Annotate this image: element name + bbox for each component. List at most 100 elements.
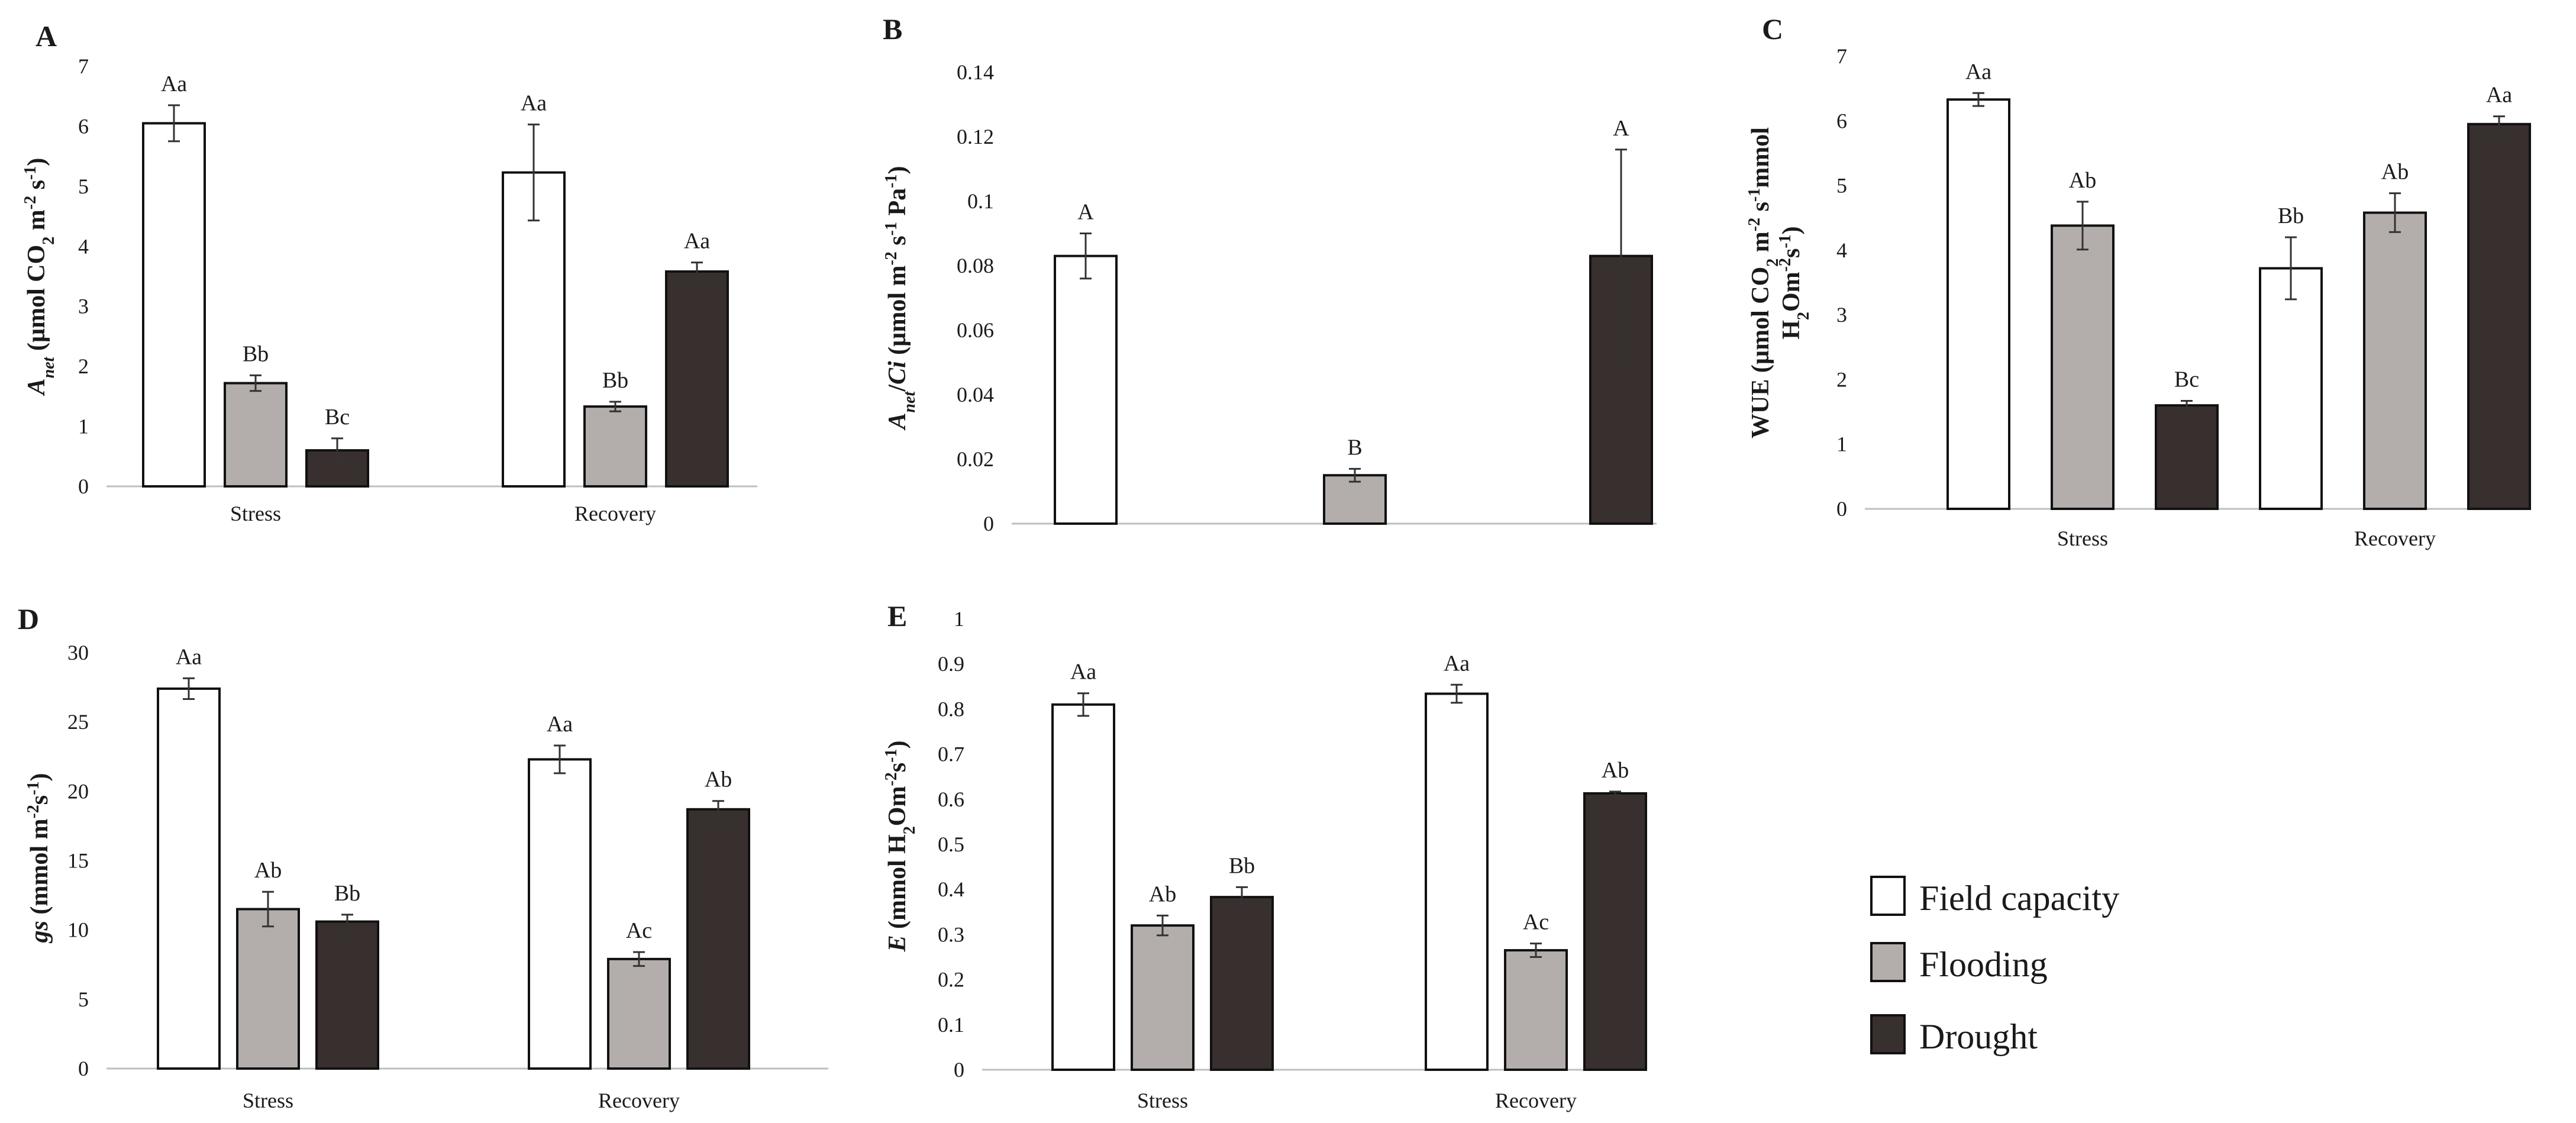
y-tick-label: 0.4 (938, 877, 964, 901)
y-tick-label: 0.7 (938, 743, 964, 766)
y-tick-label: 0.14 (957, 60, 994, 84)
significance-label: Aa (2486, 83, 2512, 108)
panel-letter: C (1762, 12, 1783, 46)
bar-field-capacity (2259, 267, 2323, 510)
ylabel-run: A (23, 378, 50, 396)
bar-field-capacity (1425, 692, 1489, 1071)
ylabel-run: Pa (884, 188, 911, 222)
y-tick-label: 2 (1836, 367, 1847, 391)
category-label: Stress (243, 1089, 293, 1112)
y-tick-label: 0 (1836, 497, 1847, 521)
ylabel-run: 2 (1764, 259, 1782, 267)
ylabel-run: ) (884, 741, 911, 749)
ylabel-run: mmol (1747, 127, 1774, 188)
y-axis-label: Anet (µmol CO2 m-2 s-1) (21, 158, 58, 397)
ylabel-run: net (900, 391, 919, 412)
ylabel-run: -1 (882, 175, 900, 188)
ylabel-run: s (1747, 202, 1774, 218)
y-tick-label: 0 (78, 475, 89, 498)
bar-drought (1210, 896, 1274, 1072)
ylabel-run: -2 (1776, 258, 1794, 272)
ylabel-run: ) (23, 158, 50, 166)
ylabel-run: s (884, 235, 911, 251)
y-axis-label: E (mmol H2Om-2s-1) (882, 741, 919, 953)
significance-label: Aa (161, 72, 187, 96)
ylabel-run: E (884, 935, 911, 952)
bar-flooding (224, 382, 288, 488)
ylabel-run: -1 (882, 222, 900, 235)
y-tick-label: 5 (78, 988, 89, 1011)
ylabel-run: (µmol m (884, 265, 911, 361)
y-tick-label: 6 (78, 114, 89, 138)
panel-letter: A (35, 20, 57, 53)
ylabel-run: gs (26, 921, 53, 943)
y-tick-label: 0.6 (938, 788, 964, 811)
ylabel-run: -2 (882, 772, 900, 786)
significance-label: Ab (2381, 160, 2409, 185)
significance-label: Aa (521, 91, 547, 115)
bar-flooding (1131, 924, 1195, 1072)
significance-label: Bb (2278, 204, 2304, 228)
ylabel-run: 2 (40, 237, 58, 245)
ylabel-run: (mmol m (26, 819, 53, 921)
ylabel-run: s (884, 763, 911, 772)
significance-label: Aa (684, 229, 710, 254)
y-tick-label: 0.3 (938, 922, 964, 946)
ylabel-run: -1 (24, 782, 43, 795)
significance-label: Aa (1070, 660, 1096, 685)
significance-label: Ab (705, 767, 732, 792)
ylabel-run: -2 (882, 251, 900, 265)
ylabel-run: -2 (1745, 218, 1764, 231)
ylabel-run: (mmol H (884, 834, 911, 935)
y-tick-label: 0 (954, 1058, 964, 1082)
y-tick-label: 0.04 (957, 383, 994, 406)
significance-label: Aa (547, 712, 573, 737)
y-tick-label: 4 (1836, 238, 1847, 262)
significance-label: Ab (254, 858, 282, 883)
panel-letter: E (887, 599, 907, 633)
significance-label: A (1613, 116, 1629, 141)
ylabel-run: -1 (882, 749, 900, 763)
ylabel-run: Ci (884, 361, 911, 385)
ylabel-run: (µmol CO (23, 245, 50, 357)
y-tick-label: 0.8 (938, 697, 964, 721)
ylabel-run: s (26, 795, 53, 805)
ylabel-run: s (23, 180, 50, 196)
legend: Field capacity Flooding Drought (1870, 876, 2119, 1056)
significance-label: Aa (176, 644, 202, 669)
ylabel-run: WUE (µmol CO (1747, 267, 1774, 438)
y-tick-label: 0.1 (967, 189, 994, 213)
category-label: Stress (230, 502, 281, 525)
panel-letter: B (883, 12, 902, 46)
bar-flooding (1504, 949, 1568, 1071)
y-tick-label: 7 (78, 54, 89, 78)
y-axis-label: Anet/Ci (µmol m-2 s-1 Pa-1) (882, 166, 919, 431)
category-label: Recovery (2354, 527, 2436, 550)
bar-drought (665, 270, 729, 488)
ylabel-run: -1 (21, 166, 40, 180)
bar-field-capacity (1051, 703, 1115, 1071)
y-tick-label: 0.08 (957, 254, 994, 277)
ylabel-run: H (1778, 320, 1805, 340)
significance-label: Ac (1523, 910, 1549, 935)
bar-flooding (2363, 211, 2427, 510)
ylabel-run: ) (26, 773, 53, 782)
category-label: Recovery (574, 502, 656, 525)
significance-label: Bb (602, 368, 628, 393)
y-tick-label: 1 (1836, 433, 1847, 456)
y-tick-label: 15 (67, 849, 89, 873)
bar-drought (1583, 792, 1647, 1072)
panel-b: B 0 0.02 0.04 0.06 0.08 0.1 0.12 0.14 Anet/Ci (µm… (882, 12, 1657, 535)
y-tick-label: 0.9 (938, 652, 964, 676)
bar-drought (2155, 404, 2219, 511)
legend-swatch-drought (1870, 1014, 1906, 1054)
significance-label: Ab (1602, 758, 1629, 783)
bar-flooding (236, 908, 300, 1070)
significance-label: Bb (243, 341, 269, 366)
panel-e: E 0 0.1 0.2 0.3 0.4 0.5 0.6 0.7 0.8 0.9 1 E (mmol H2… (882, 599, 1647, 1112)
y-tick-label: 3 (1836, 303, 1847, 327)
y-tick-label: 25 (67, 710, 89, 734)
legend-label: Flooding (1919, 945, 2048, 984)
